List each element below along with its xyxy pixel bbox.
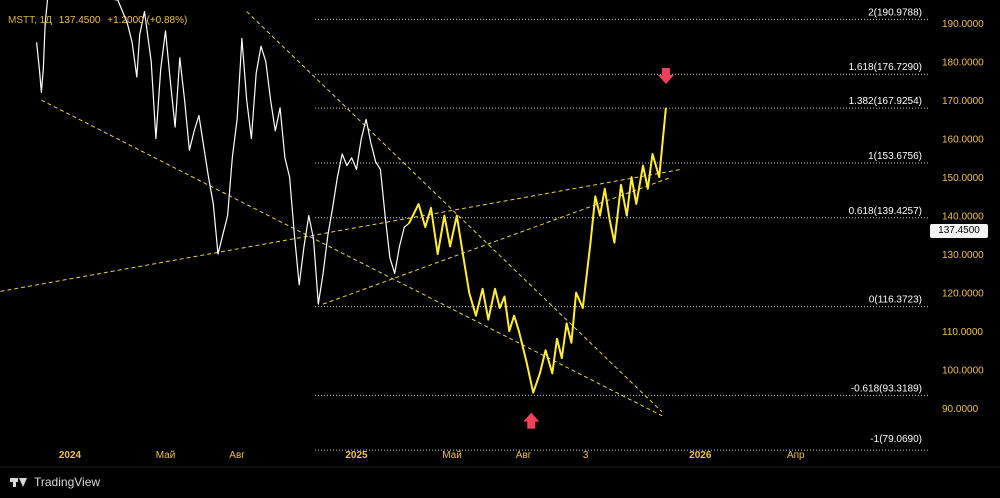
x-tick-label: Апр: [787, 450, 805, 461]
x-tick-label: Авг: [229, 450, 245, 461]
fib-level-label: 0(116.3723): [869, 295, 922, 306]
last-price: 137.4500: [58, 15, 101, 26]
tradingview-brand[interactable]: TradingView: [10, 475, 100, 489]
y-tick-label: 150.0000: [942, 173, 984, 184]
x-tick-label: 2024: [59, 450, 82, 461]
y-tick-label: 180.0000: [942, 58, 984, 69]
tradingview-logo-icon: [10, 477, 28, 487]
trendline[interactable]: [322, 176, 672, 305]
y-tick-label: 120.0000: [942, 289, 984, 300]
y-tick-label: 90.0000: [942, 404, 979, 415]
arrow-up-icon: [523, 412, 540, 429]
fib-level-label: 1.618(176.7290): [849, 62, 922, 73]
y-tick-label: 100.0000: [942, 366, 984, 377]
trendline[interactable]: [41, 99, 663, 417]
forecast-price-line[interactable]: [408, 107, 667, 394]
symbol-legend: MSTT, 1Д 137.4500 +1.2000 (+0.88%): [8, 15, 187, 26]
fib-level-label: -0.618(93.3189): [851, 383, 922, 394]
x-tick-label: 3: [583, 450, 589, 461]
trendline[interactable]: [0, 168, 682, 292]
trendline[interactable]: [246, 11, 663, 413]
fib-level-label: -1(79.0690): [870, 434, 922, 445]
x-tick-label: Май: [156, 450, 176, 461]
fib-level-label: 2(190.9788): [868, 7, 922, 18]
current-price-badge: 137.4500: [930, 224, 988, 238]
x-tick-label: 2025: [345, 450, 368, 461]
brand-label: TradingView: [34, 475, 101, 489]
x-tick-label: Май: [442, 450, 462, 461]
y-tick-label: 190.0000: [942, 19, 984, 30]
symbol-name[interactable]: MSTT, 1Д: [8, 15, 52, 26]
x-tick-label: Авг: [516, 450, 532, 461]
price-change: +1.2000 (+0.88%): [107, 15, 188, 26]
fib-level-label: 1.382(167.9254): [849, 96, 922, 107]
historical-price-line[interactable]: [36, 0, 410, 305]
y-tick-label: 140.0000: [942, 212, 984, 223]
arrow-down-icon: [657, 68, 674, 84]
y-tick-label: 110.0000: [942, 327, 983, 338]
x-tick-label: 2026: [689, 450, 712, 461]
fib-level-label: 0.618(139.4257): [849, 206, 922, 217]
fib-level-label: 1(153.6756): [868, 151, 922, 162]
y-tick-label: 160.0000: [942, 135, 984, 146]
y-tick-label: 130.0000: [942, 250, 984, 261]
y-tick-label: 170.0000: [942, 96, 984, 107]
